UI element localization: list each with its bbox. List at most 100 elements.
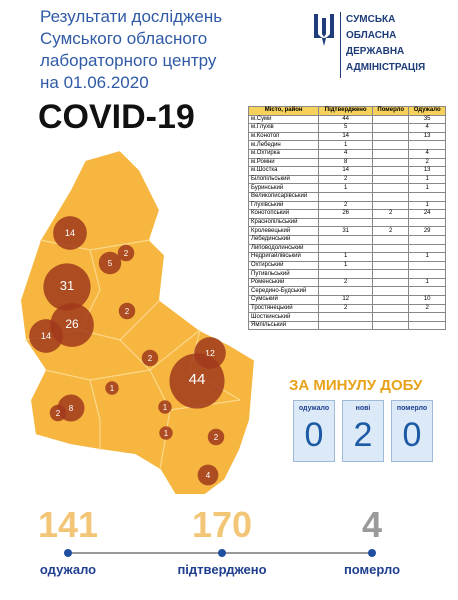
bubble bbox=[159, 426, 173, 440]
table-cell bbox=[372, 286, 410, 297]
table-cell: 4 bbox=[408, 148, 446, 159]
daily-value: 0 bbox=[402, 416, 422, 454]
bubble-label: 1 bbox=[164, 429, 169, 438]
table-cell bbox=[318, 243, 374, 254]
table-cell: 13 bbox=[408, 166, 446, 176]
column-header: Померло bbox=[372, 106, 410, 116]
bubble bbox=[53, 216, 87, 250]
table-cell: 1 bbox=[318, 252, 374, 262]
table-cell bbox=[372, 148, 410, 159]
logo-line: СУМСЬКА bbox=[346, 14, 396, 25]
table-row: м.Конотоп 14 13 bbox=[247, 131, 446, 142]
table-cell: 2 bbox=[408, 303, 446, 314]
table-cell bbox=[408, 191, 446, 202]
bubble-label: 12 bbox=[205, 348, 215, 358]
title-line: на 01.06.2020 bbox=[40, 73, 149, 92]
table-cell bbox=[372, 140, 410, 150]
table-row: м.Лебедин 1 bbox=[247, 140, 446, 150]
table-cell: 1 bbox=[408, 183, 446, 193]
daily-label: одужало bbox=[298, 405, 330, 412]
table-row: м.Охтирка 4 4 bbox=[247, 148, 446, 159]
table-cell bbox=[372, 131, 410, 142]
bubble-label: 1 bbox=[163, 403, 168, 412]
bubble bbox=[141, 349, 159, 367]
bubble-label: 5 bbox=[108, 259, 113, 268]
title-line: Результати досліджень bbox=[40, 7, 223, 26]
bubble bbox=[117, 244, 135, 262]
daily-label: нові bbox=[355, 405, 371, 412]
table-cell bbox=[372, 114, 410, 125]
daily-label: померло bbox=[396, 405, 428, 412]
daily-box: одужало 0 bbox=[293, 400, 335, 462]
table-cell bbox=[408, 234, 446, 245]
total-value: 141 bbox=[37, 504, 99, 545]
table-cell: 14 bbox=[318, 166, 374, 176]
table-cell bbox=[318, 286, 374, 297]
table-cell bbox=[372, 295, 410, 305]
table-row: Путивльський bbox=[247, 269, 446, 279]
logo-line: АДМІНІСТРАЦІЯ bbox=[346, 62, 426, 73]
table-cell: 1 bbox=[318, 260, 374, 271]
table-cell bbox=[372, 243, 410, 254]
title-line: Сумського обласного bbox=[40, 29, 208, 48]
bubble-label: 2 bbox=[56, 409, 61, 418]
table-cell bbox=[372, 277, 410, 288]
table-row: Білопільський 2 1 bbox=[247, 174, 446, 185]
timeline bbox=[64, 549, 376, 557]
bubble bbox=[118, 302, 136, 320]
emblem bbox=[314, 14, 334, 46]
table-cell bbox=[372, 252, 410, 262]
bubble-label: 44 bbox=[189, 371, 206, 388]
table-cell bbox=[408, 286, 446, 297]
logo-text: СУМСЬКА ОБЛАСНА ДЕРЖАВНА АДМІНІСТРАЦІЯ bbox=[346, 12, 425, 76]
bubble-label: 2 bbox=[148, 354, 153, 363]
table-row: Середино-Будський bbox=[247, 286, 446, 297]
table-cell: 4 bbox=[318, 148, 374, 159]
table-row: м.Суми 44 35 bbox=[247, 114, 446, 125]
total-label: померло bbox=[343, 562, 401, 577]
bubble bbox=[197, 464, 219, 486]
table-cell: 1 bbox=[408, 174, 446, 185]
table-cell: 13 bbox=[408, 131, 446, 142]
table-cell bbox=[372, 157, 410, 168]
bubble bbox=[49, 404, 67, 422]
bubble bbox=[98, 251, 122, 275]
table-cell bbox=[318, 320, 374, 331]
table-cell bbox=[318, 312, 374, 322]
total-label: одужало bbox=[39, 562, 97, 577]
title-line: лабораторного центру bbox=[40, 51, 217, 70]
table-row: Буринський 1 1 bbox=[247, 183, 446, 193]
table-cell: 1 bbox=[318, 183, 374, 193]
total-value: 170 bbox=[191, 504, 253, 545]
table-cell bbox=[372, 234, 410, 245]
table-cell: 29 bbox=[408, 226, 446, 236]
table-cell: м.Суми bbox=[247, 114, 320, 125]
table-row: Недригайлівський 1 1 bbox=[247, 252, 446, 262]
daily-box: померло 0 bbox=[391, 400, 433, 462]
table-cell: 2 bbox=[372, 209, 410, 219]
table-cell bbox=[372, 217, 410, 228]
table-cell: 24 bbox=[408, 209, 446, 219]
bubble bbox=[169, 353, 225, 409]
timeline-dot bbox=[218, 549, 226, 557]
table-cell bbox=[408, 140, 446, 150]
bubble bbox=[29, 319, 63, 353]
table-cell: Ямпільський bbox=[247, 320, 320, 331]
table-cell bbox=[408, 269, 446, 279]
table-cell: 2 bbox=[372, 226, 410, 236]
table-row: Роменський 2 1 bbox=[247, 277, 446, 288]
bubble-label: 2 bbox=[124, 249, 129, 258]
table-cell: 31 bbox=[318, 226, 374, 236]
column-header: Місто, район bbox=[247, 106, 320, 116]
table-cell bbox=[372, 123, 410, 133]
table-cell bbox=[408, 312, 446, 322]
table-cell: 2 bbox=[318, 277, 374, 288]
table-cell: 35 bbox=[408, 114, 446, 125]
bubble-label: 1 bbox=[110, 384, 115, 393]
daily-title: ЗА МИНУЛУ ДОБУ bbox=[289, 377, 423, 394]
table-cell: 2 bbox=[318, 174, 374, 185]
table-cell bbox=[372, 174, 410, 185]
bubble-label: 4 bbox=[206, 471, 211, 480]
